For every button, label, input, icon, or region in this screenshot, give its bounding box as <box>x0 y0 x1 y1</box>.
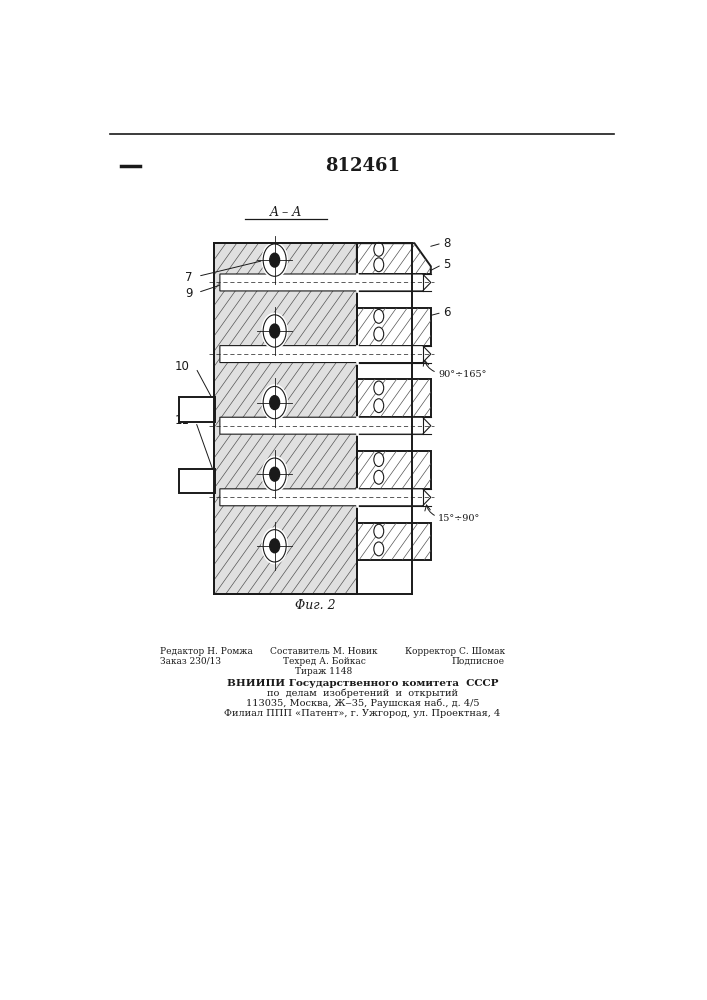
Text: 10: 10 <box>175 360 189 373</box>
Circle shape <box>374 258 384 272</box>
Text: Редактор Н. Ромжа: Редактор Н. Ромжа <box>160 647 252 656</box>
Polygon shape <box>357 379 431 417</box>
Polygon shape <box>220 274 431 291</box>
Polygon shape <box>357 243 431 274</box>
Polygon shape <box>220 417 431 434</box>
Circle shape <box>374 542 384 556</box>
Text: Составитель М. Новик: Составитель М. Новик <box>270 647 378 656</box>
Text: 15°÷90°: 15°÷90° <box>438 514 480 523</box>
Circle shape <box>374 399 384 413</box>
Circle shape <box>262 456 287 492</box>
Polygon shape <box>179 397 216 422</box>
Text: 11: 11 <box>175 414 189 427</box>
Circle shape <box>270 467 279 481</box>
Circle shape <box>270 324 279 338</box>
Circle shape <box>374 242 384 256</box>
Text: 113035, Москва, Ж‒35, Раушская наб., д. 4/5: 113035, Москва, Ж‒35, Раушская наб., д. … <box>245 699 479 708</box>
Polygon shape <box>357 308 431 346</box>
Text: 5: 5 <box>443 258 451 271</box>
Text: 9: 9 <box>185 287 192 300</box>
Circle shape <box>270 396 279 410</box>
Text: Филиал ППП «Патент», г. Ужгород, ул. Проектная, 4: Филиал ППП «Патент», г. Ужгород, ул. Про… <box>224 709 501 718</box>
Polygon shape <box>179 469 216 493</box>
Circle shape <box>262 528 287 564</box>
Text: Заказ 230/13: Заказ 230/13 <box>160 657 221 666</box>
Text: 812461: 812461 <box>325 157 400 175</box>
Polygon shape <box>220 346 431 363</box>
Text: Φиг. 2: Φиг. 2 <box>296 599 336 612</box>
Text: Подписное: Подписное <box>452 657 505 666</box>
Circle shape <box>374 327 384 341</box>
Text: Техред А. Бойкас: Техред А. Бойкас <box>283 657 366 666</box>
Polygon shape <box>357 451 431 489</box>
Circle shape <box>262 242 287 278</box>
Text: по  делам  изобретений  и  открытий: по делам изобретений и открытий <box>267 689 458 698</box>
Text: 7: 7 <box>185 271 192 284</box>
Text: Корректор С. Шомак: Корректор С. Шомак <box>404 647 505 656</box>
Circle shape <box>262 385 287 420</box>
Polygon shape <box>357 523 431 560</box>
Circle shape <box>374 453 384 466</box>
Polygon shape <box>220 489 431 506</box>
Circle shape <box>374 309 384 323</box>
Text: 6: 6 <box>443 306 451 319</box>
Text: 90°÷165°: 90°÷165° <box>438 370 486 379</box>
Text: ВНИИПИ Государственного комитета  СССР: ВНИИПИ Государственного комитета СССР <box>226 679 498 688</box>
Text: A – A: A – A <box>269 206 302 219</box>
Circle shape <box>374 381 384 395</box>
Circle shape <box>262 313 287 349</box>
Circle shape <box>270 253 279 267</box>
Circle shape <box>270 539 279 553</box>
Circle shape <box>374 470 384 484</box>
Text: 8: 8 <box>443 237 451 250</box>
Polygon shape <box>214 243 357 594</box>
Text: Тираж 1148: Тираж 1148 <box>296 667 353 676</box>
Circle shape <box>374 524 384 538</box>
